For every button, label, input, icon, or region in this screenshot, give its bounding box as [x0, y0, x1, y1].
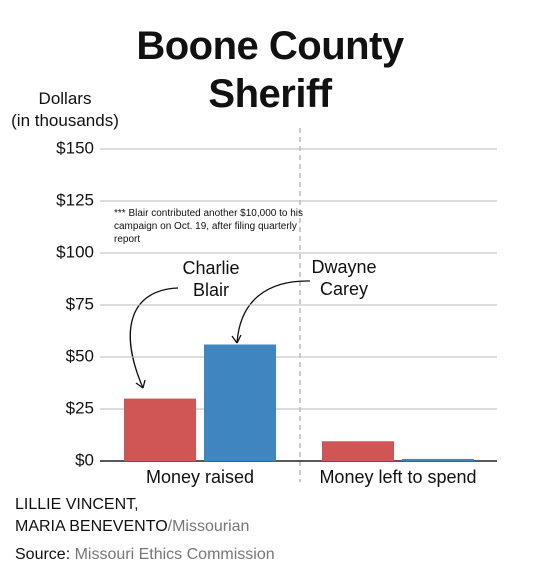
y-tick-label: $75 [66, 294, 94, 313]
x-tick-label: Money raised [146, 467, 254, 487]
annotation: *** Blair contributed another $10,000 to… [114, 208, 304, 245]
bar [124, 398, 196, 461]
series-label: Charlie Blair [182, 258, 240, 300]
author: MARIA BENEVENTO [15, 518, 168, 535]
source-line: Source: Missouri Ethics Commission [15, 546, 275, 564]
chart-title: Boone County Sheriff [136, 24, 404, 116]
arrow [129, 287, 179, 389]
x-tick-label: Money left to spend [319, 467, 476, 487]
arrow-head [231, 334, 242, 344]
source-label: Source: [15, 546, 71, 563]
bar [322, 441, 394, 461]
y-tick-label: $150 [56, 138, 94, 157]
y-tick-label: $125 [56, 190, 94, 209]
bar [402, 458, 474, 461]
series-label: Dwayne Carey [311, 257, 377, 299]
y-tick-label: $0 [75, 450, 94, 469]
author-line: MARIA BENEVENTO/Missourian [15, 518, 249, 536]
y-tick-label: $50 [66, 346, 94, 365]
y-axis-label: Dollars [38, 89, 92, 108]
y-tick-label: $25 [66, 398, 94, 417]
y-tick-label: $100 [56, 242, 94, 261]
source-text: Missouri Ethics Commission [74, 546, 275, 563]
arrow-head [135, 379, 146, 389]
author: LILLIE VINCENT, [15, 496, 139, 513]
y-axis-label: (in thousands) [11, 111, 119, 130]
arrow [236, 280, 311, 344]
outlet: /Missourian [167, 518, 250, 535]
bar [204, 344, 276, 461]
